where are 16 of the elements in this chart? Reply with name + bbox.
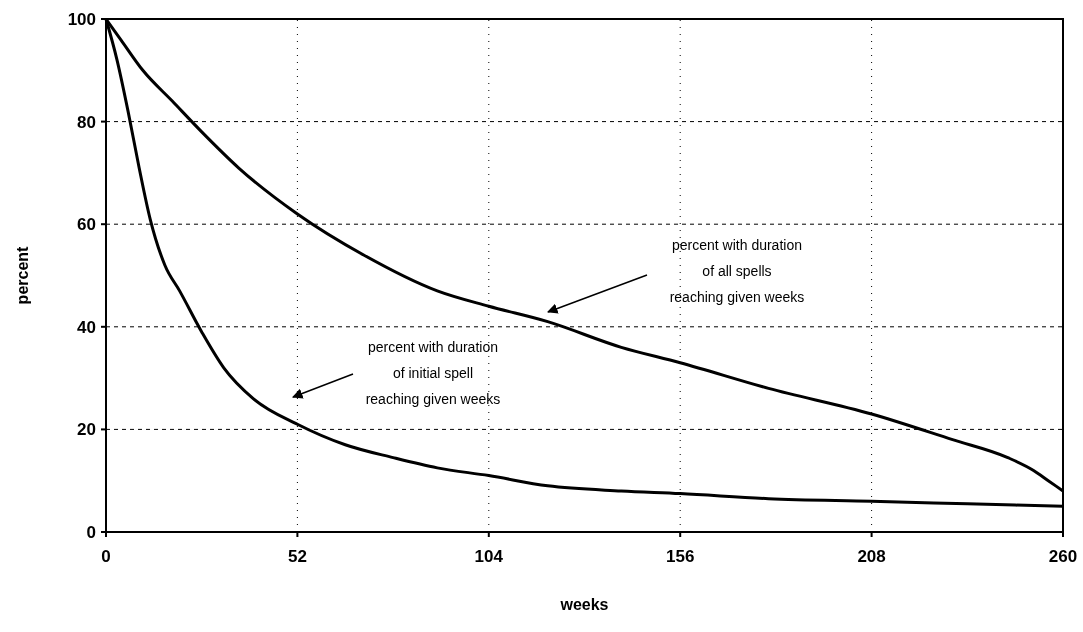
y-tick-label: 40 [77,317,96,337]
y-tick-label: 100 [67,9,96,29]
x-tick-label: 104 [474,547,504,566]
y-axis-title: percent [14,245,31,305]
annotation: percent with duration of initial spell reaching given weeks [365,339,501,407]
annotation: percent with duration of all spells reaching given weeks [669,237,805,305]
x-tick-label: 260 [1048,547,1078,566]
y-tick-label: 20 [77,420,96,440]
y-tick-label: 80 [77,112,96,132]
y-tick-label: 60 [77,215,96,235]
x-tick-label: 208 [857,547,886,566]
x-tick-label: 52 [287,547,307,566]
x-axis-title: weeks [559,596,609,613]
x-tick-label: 156 [666,547,695,566]
x-tick-label: 0 [101,547,111,566]
y-tick-label: 0 [86,522,96,542]
